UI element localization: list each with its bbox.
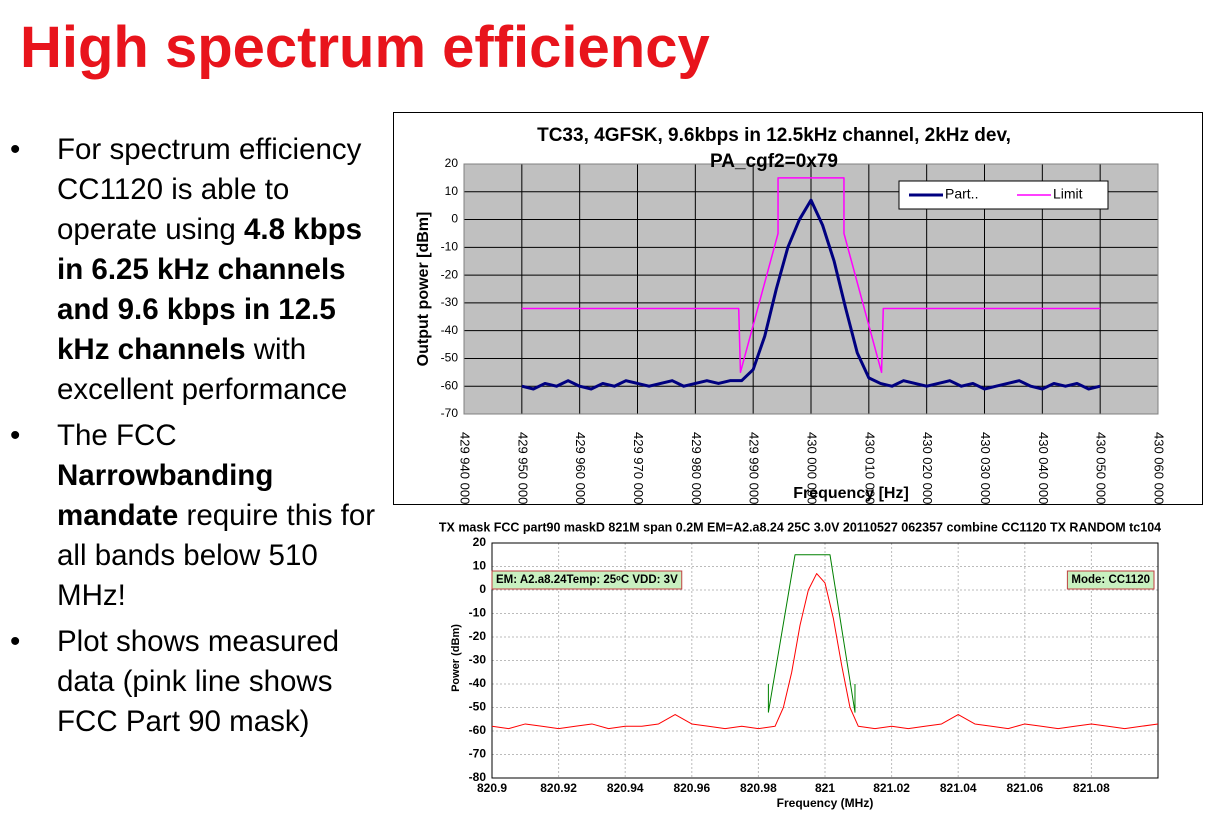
x-tick-label: 430 060 000 bbox=[1152, 432, 1167, 504]
y-tick-label: 0 bbox=[451, 212, 458, 226]
x-tick-label: 821.06 bbox=[1006, 781, 1043, 795]
data-line bbox=[767, 554, 856, 713]
bullet-text: For spectrum efficiency CC1120 is able t… bbox=[57, 133, 362, 246]
y-tick-label: 10 bbox=[473, 559, 487, 573]
bullet: Plot shows measured data (pink line show… bbox=[0, 622, 385, 742]
x-tick-label: 429 980 000 bbox=[689, 432, 704, 504]
y-tick-label: -80 bbox=[469, 770, 487, 784]
x-tick-label: 430 020 000 bbox=[920, 432, 935, 504]
bullet-text: The FCC bbox=[57, 419, 177, 452]
y-tick-label: -30 bbox=[469, 653, 487, 667]
legend-label: Limit bbox=[1053, 186, 1083, 202]
plot-frame bbox=[491, 542, 1159, 779]
y-axis-label: Output power [dBm] bbox=[415, 212, 432, 367]
y-tick-label: -20 bbox=[441, 267, 459, 281]
x-tick-label: 429 960 000 bbox=[573, 432, 588, 504]
y-tick-label: -70 bbox=[441, 406, 459, 420]
y-tick-label: -40 bbox=[441, 323, 459, 337]
bullet-text: Narrowbanding mandate bbox=[57, 459, 274, 532]
annotation-text: EM: A2.a8.24Temp: 25ᵒC VDD: 3V bbox=[496, 574, 678, 586]
y-tick-label: -40 bbox=[469, 676, 487, 690]
y-tick-label: 20 bbox=[445, 156, 459, 170]
bullet: For spectrum efficiency CC1120 is able t… bbox=[0, 130, 385, 410]
y-tick-label: 10 bbox=[445, 184, 459, 198]
legend-label: Part.. bbox=[945, 186, 978, 202]
x-tick-label: 820.98 bbox=[740, 781, 777, 795]
x-tick-label: 430 050 000 bbox=[1094, 432, 1109, 504]
annotation-text: Mode: CC1120 bbox=[1071, 574, 1150, 586]
y-tick-label: -10 bbox=[441, 240, 459, 254]
y-tick-label: -50 bbox=[469, 700, 487, 714]
x-tick-label: 429 990 000 bbox=[747, 432, 762, 504]
data-line bbox=[521, 177, 1101, 374]
y-tick-label: -50 bbox=[441, 351, 459, 365]
chart-title: TX mask FCC part90 maskD 821M span 0.2M … bbox=[439, 520, 1161, 534]
x-axis-label: Frequency [Hz] bbox=[793, 485, 909, 502]
data-line bbox=[491, 573, 1159, 730]
annotation-box bbox=[491, 570, 683, 590]
chart-title: TC33, 4GFSK, 9.6kbps in 12.5kHz channel,… bbox=[537, 125, 1011, 172]
chart-bottom: -80 -70 -60 -50 -40 -30 -20 -10 0 10 20 820.9 820.92… bbox=[390, 518, 1210, 813]
y-tick-label: 0 bbox=[479, 582, 486, 596]
x-tick-label: 821 bbox=[815, 781, 835, 795]
x-tick-label: 429 940 000 bbox=[458, 432, 473, 504]
x-tick-label: 820.94 bbox=[607, 781, 644, 795]
x-tick-label: 429 950 000 bbox=[515, 432, 530, 504]
y-tick-label: -10 bbox=[469, 606, 487, 620]
y-tick-label: 20 bbox=[473, 535, 487, 549]
y-tick-label: -20 bbox=[469, 629, 487, 643]
bullet-list: For spectrum efficiency CC1120 is able t… bbox=[0, 130, 385, 748]
slide-title: High spectrum efficiency bbox=[20, 15, 710, 80]
x-tick-label: 430 000 000 bbox=[805, 432, 820, 504]
x-tick-label: 430 010 000 bbox=[862, 432, 877, 504]
y-tick-label: -60 bbox=[441, 378, 459, 392]
plot-frame bbox=[463, 163, 1159, 415]
x-tick-label: 429 970 000 bbox=[631, 432, 646, 504]
bullet-text: Plot shows measured data (pink line show… bbox=[57, 625, 340, 738]
x-tick-label: 430 030 000 bbox=[978, 432, 993, 504]
bullet-text: 4.8 kbps in 6.25 kHz channels and 9.6 kb… bbox=[57, 213, 363, 366]
chart-svg: -70 -60 -50 -40 -30 -20 -10 0 10 20 429 940 000 429… bbox=[415, 156, 1167, 504]
x-axis-label: Frequency (MHz) bbox=[777, 796, 874, 810]
x-tick-label: 821.02 bbox=[873, 781, 910, 795]
annotation-box bbox=[1066, 570, 1155, 590]
y-tick-label: -60 bbox=[469, 723, 487, 737]
x-tick-label: 821.04 bbox=[940, 781, 977, 795]
x-tick-label: 820.92 bbox=[540, 781, 577, 795]
bullet-text: with excellent performance bbox=[57, 333, 348, 406]
bullet: The FCC Narrowbanding mandate require th… bbox=[0, 416, 385, 616]
y-tick-label: -30 bbox=[441, 295, 459, 309]
chart-svg: -80 -70 -60 -50 -40 -30 -20 -10 0 10 20 820.9 820.92… bbox=[439, 520, 1161, 810]
data-line bbox=[521, 198, 1101, 391]
bullet-text: require this for all bands below 510 MHz… bbox=[57, 499, 376, 612]
y-axis-label: Power (dBm) bbox=[450, 624, 462, 692]
x-tick-label: 430 040 000 bbox=[1036, 432, 1051, 504]
x-tick-label: 820.96 bbox=[673, 781, 710, 795]
x-tick-label: 821.08 bbox=[1073, 781, 1110, 795]
y-tick-label: -70 bbox=[469, 747, 487, 761]
x-tick-label: 820.9 bbox=[477, 781, 507, 795]
chart-top: -70 -60 -50 -40 -30 -20 -10 0 10 20 429 940 000 429… bbox=[393, 112, 1203, 505]
